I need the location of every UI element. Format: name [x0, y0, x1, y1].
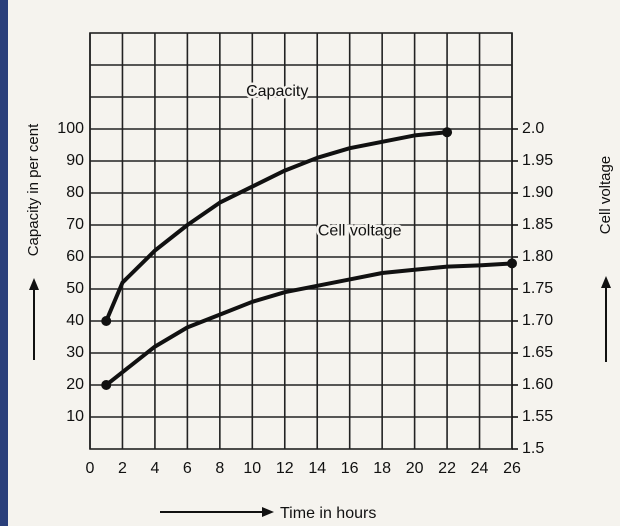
x-tick-label: 6: [183, 460, 192, 477]
y2-arrow-head: [601, 276, 611, 288]
y2-tick-label: 1.95: [522, 152, 553, 169]
x-tick-label: 22: [438, 460, 456, 477]
x-tick-label: 16: [341, 460, 359, 477]
y-tick-label: 90: [66, 152, 84, 169]
x-tick-label: 4: [150, 460, 159, 477]
x-tick-label: 20: [406, 460, 424, 477]
y-tick-label: 40: [66, 312, 84, 329]
x-tick-label: 12: [276, 460, 294, 477]
y-tick-label: 30: [66, 344, 84, 361]
x-tick-label: 18: [373, 460, 391, 477]
series-line: [104, 261, 514, 387]
end-dot: [442, 127, 453, 138]
series-label: Cell voltage: [318, 223, 402, 240]
series-label: Capacity: [246, 83, 308, 100]
y2-tick-label: 2.0: [522, 120, 544, 137]
x-axis-label: Time in hours: [280, 505, 376, 522]
x-tick-label: 2: [118, 460, 127, 477]
y2-tick-label: 1.75: [522, 280, 553, 297]
end-dot: [101, 380, 112, 390]
x-tick-label: 24: [471, 460, 489, 477]
y2-tick-label: 1.65: [522, 344, 553, 361]
series-line: [104, 130, 450, 323]
x-tick-label: 8: [215, 460, 224, 477]
y-axis-label: Capacity in per cent: [25, 123, 42, 256]
y2-tick-label: 1.55: [522, 408, 553, 425]
x-tick-label: 10: [243, 460, 261, 477]
end-dot: [507, 258, 517, 269]
y-tick-label: 100: [57, 120, 84, 137]
y-tick-label: 60: [66, 248, 84, 265]
y2-tick-label: 1.5: [522, 440, 544, 457]
y-arrow-head: [29, 278, 39, 290]
x-arrow-head: [262, 507, 274, 517]
y2-tick-label: 1.60: [522, 376, 553, 393]
x-tick-label: 14: [308, 460, 326, 477]
y-tick-label: 80: [66, 184, 84, 201]
scan-edge: [0, 0, 8, 526]
x-tick-label: 26: [503, 460, 521, 477]
end-dot: [101, 316, 112, 326]
y2-axis-label: Cell voltage: [597, 156, 614, 234]
y-tick-label: 20: [66, 376, 84, 393]
y2-tick-label: 1.85: [522, 216, 553, 233]
y-tick-label: 50: [66, 280, 84, 297]
y2-tick-label: 1.90: [522, 184, 553, 201]
y-tick-label: 70: [66, 216, 84, 233]
x-tick-label: 0: [86, 460, 95, 477]
y2-tick-label: 1.80: [522, 248, 553, 265]
y-tick-label: 10: [66, 408, 84, 425]
y2-tick-label: 1.70: [522, 312, 553, 329]
